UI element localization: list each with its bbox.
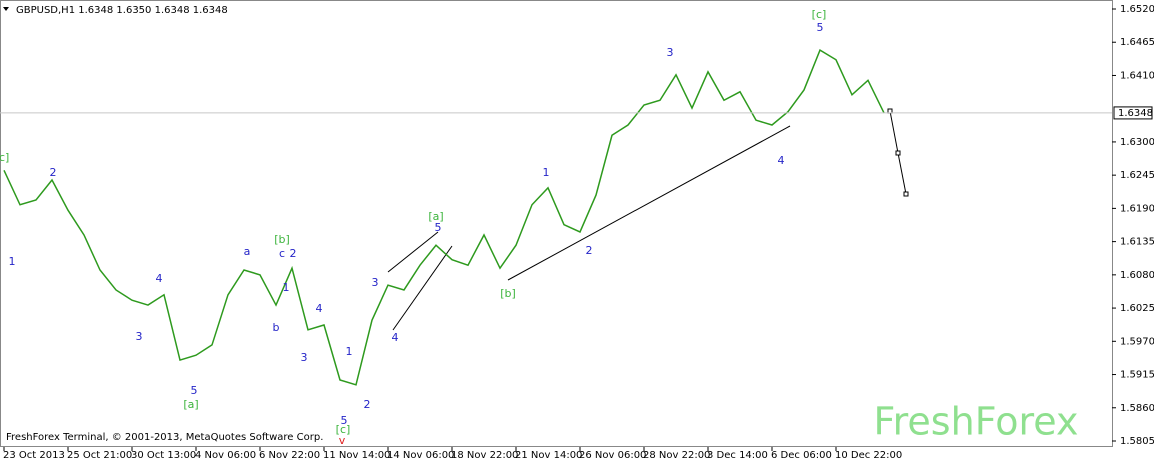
wave-label: 4 — [316, 302, 323, 315]
wave-label: 2 — [290, 247, 297, 260]
wave-label: 1 — [543, 166, 550, 179]
forecast-point — [903, 191, 909, 197]
chart-title: GBPUSD,H1 1.6348 1.6350 1.6348 1.6348 — [16, 5, 228, 16]
wave-label: 3 — [301, 351, 308, 364]
x-tick-label: 23 Oct 2013 — [3, 450, 65, 461]
forecast-point — [895, 150, 901, 156]
last-price-label: 1.6348 — [1118, 108, 1153, 119]
wave-label: v — [339, 434, 346, 447]
wave-label: 5 — [191, 384, 198, 397]
plot-frame — [0, 0, 1113, 447]
wave-label: [a] — [183, 398, 198, 411]
x-tick-label: 4 Nov 06:00 — [195, 450, 256, 461]
wave-label: a — [244, 245, 251, 258]
x-tick-label: 28 Nov 22:00 — [643, 450, 710, 461]
y-tick-label: 1.6300 — [1120, 137, 1154, 148]
x-tick-label: 14 Nov 06:00 — [387, 450, 454, 461]
wave-label: [c] — [812, 8, 827, 21]
wave-label: 5 — [817, 21, 824, 34]
y-tick-label: 1.6520 — [1120, 4, 1154, 15]
x-tick-label: 11 Nov 14:00 — [323, 450, 390, 461]
y-tick-label: 1.5970 — [1120, 336, 1154, 347]
price-line — [3, 48, 885, 386]
wave-label: [b] — [500, 287, 516, 300]
wave-label: 5 — [435, 221, 442, 234]
wave-label: 1 — [283, 281, 290, 294]
wave-label: 3 — [667, 46, 674, 59]
x-tick-label: 10 Dec 22:00 — [835, 450, 902, 461]
wave-label: 4 — [778, 154, 785, 167]
wave-label: 1 — [9, 255, 16, 268]
wave-label: 2 — [586, 244, 593, 257]
footer: FreshForex Terminal, © 2001-2013, MetaQu… — [6, 432, 323, 443]
x-tick-label: 25 Oct 21:00 — [67, 450, 132, 461]
wave-label: 2 — [50, 166, 57, 179]
wave-label: [a] — [428, 210, 443, 223]
y-tick-label: 1.6465 — [1120, 37, 1154, 48]
y-tick-label: 1.6245 — [1120, 170, 1154, 181]
x-tick-label: 21 Nov 14:00 — [515, 450, 582, 461]
x-tick-label: 18 Nov 22:00 — [451, 450, 518, 461]
y-tick-label: 1.6025 — [1120, 303, 1154, 314]
y-tick-label: 1.5805 — [1120, 436, 1154, 447]
channel-line — [392, 245, 453, 331]
last-price-box — [1113, 106, 1153, 120]
wave-label: b — [273, 321, 280, 334]
x-tick-label: 3 Dec 14:00 — [707, 450, 768, 461]
x-tick-label: 30 Oct 13:00 — [131, 450, 196, 461]
y-tick-label: 1.5860 — [1120, 403, 1154, 414]
y-tick-label: 1.6190 — [1120, 203, 1154, 214]
wave-label: 3 — [136, 330, 143, 343]
y-tick-label: 1.6080 — [1120, 270, 1154, 281]
x-tick-label: 26 Nov 06:00 — [579, 450, 646, 461]
y-tick-label: 1.6135 — [1120, 237, 1154, 248]
channel-line — [387, 231, 439, 273]
wave-label: [b] — [274, 233, 290, 246]
y-tick-label: 1.6410 — [1120, 70, 1154, 81]
forecast-point — [887, 108, 893, 114]
x-tick-label: 6 Dec 06:00 — [771, 450, 832, 461]
wave-label: 1 — [346, 345, 353, 358]
x-tick-label: 6 Nov 22:00 — [259, 450, 320, 461]
watermark: FreshForex — [874, 400, 1079, 444]
wave-label: 5 — [341, 414, 348, 427]
trend-line — [507, 125, 791, 281]
wave-label: 2 — [364, 398, 371, 411]
wave-label: 4 — [392, 331, 399, 344]
wave-lines — [387, 108, 909, 331]
menu-arrow — [3, 7, 9, 11]
y-tick-label: 1.5915 — [1120, 370, 1154, 381]
wave-label: 3 — [372, 276, 379, 289]
wave-label: [c] — [336, 423, 351, 436]
wave-label: c — [279, 247, 285, 260]
wave-label: [c] — [0, 151, 9, 164]
wave-label: 4 — [156, 272, 163, 285]
